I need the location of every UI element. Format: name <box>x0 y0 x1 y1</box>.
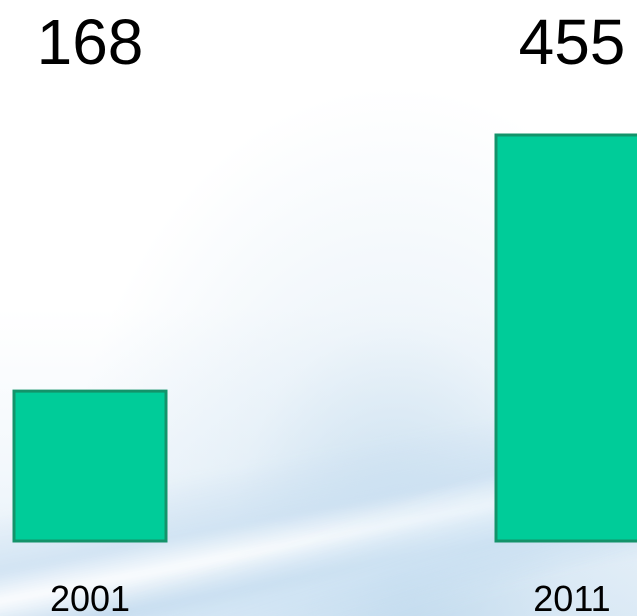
value-label-2011: 455 <box>519 6 626 78</box>
bar-2001 <box>12 389 168 543</box>
category-label-2011: 2011 <box>533 578 610 616</box>
value-label-2001: 168 <box>37 6 144 78</box>
bar-2011 <box>494 133 637 543</box>
category-label-2001: 2001 <box>50 578 130 616</box>
